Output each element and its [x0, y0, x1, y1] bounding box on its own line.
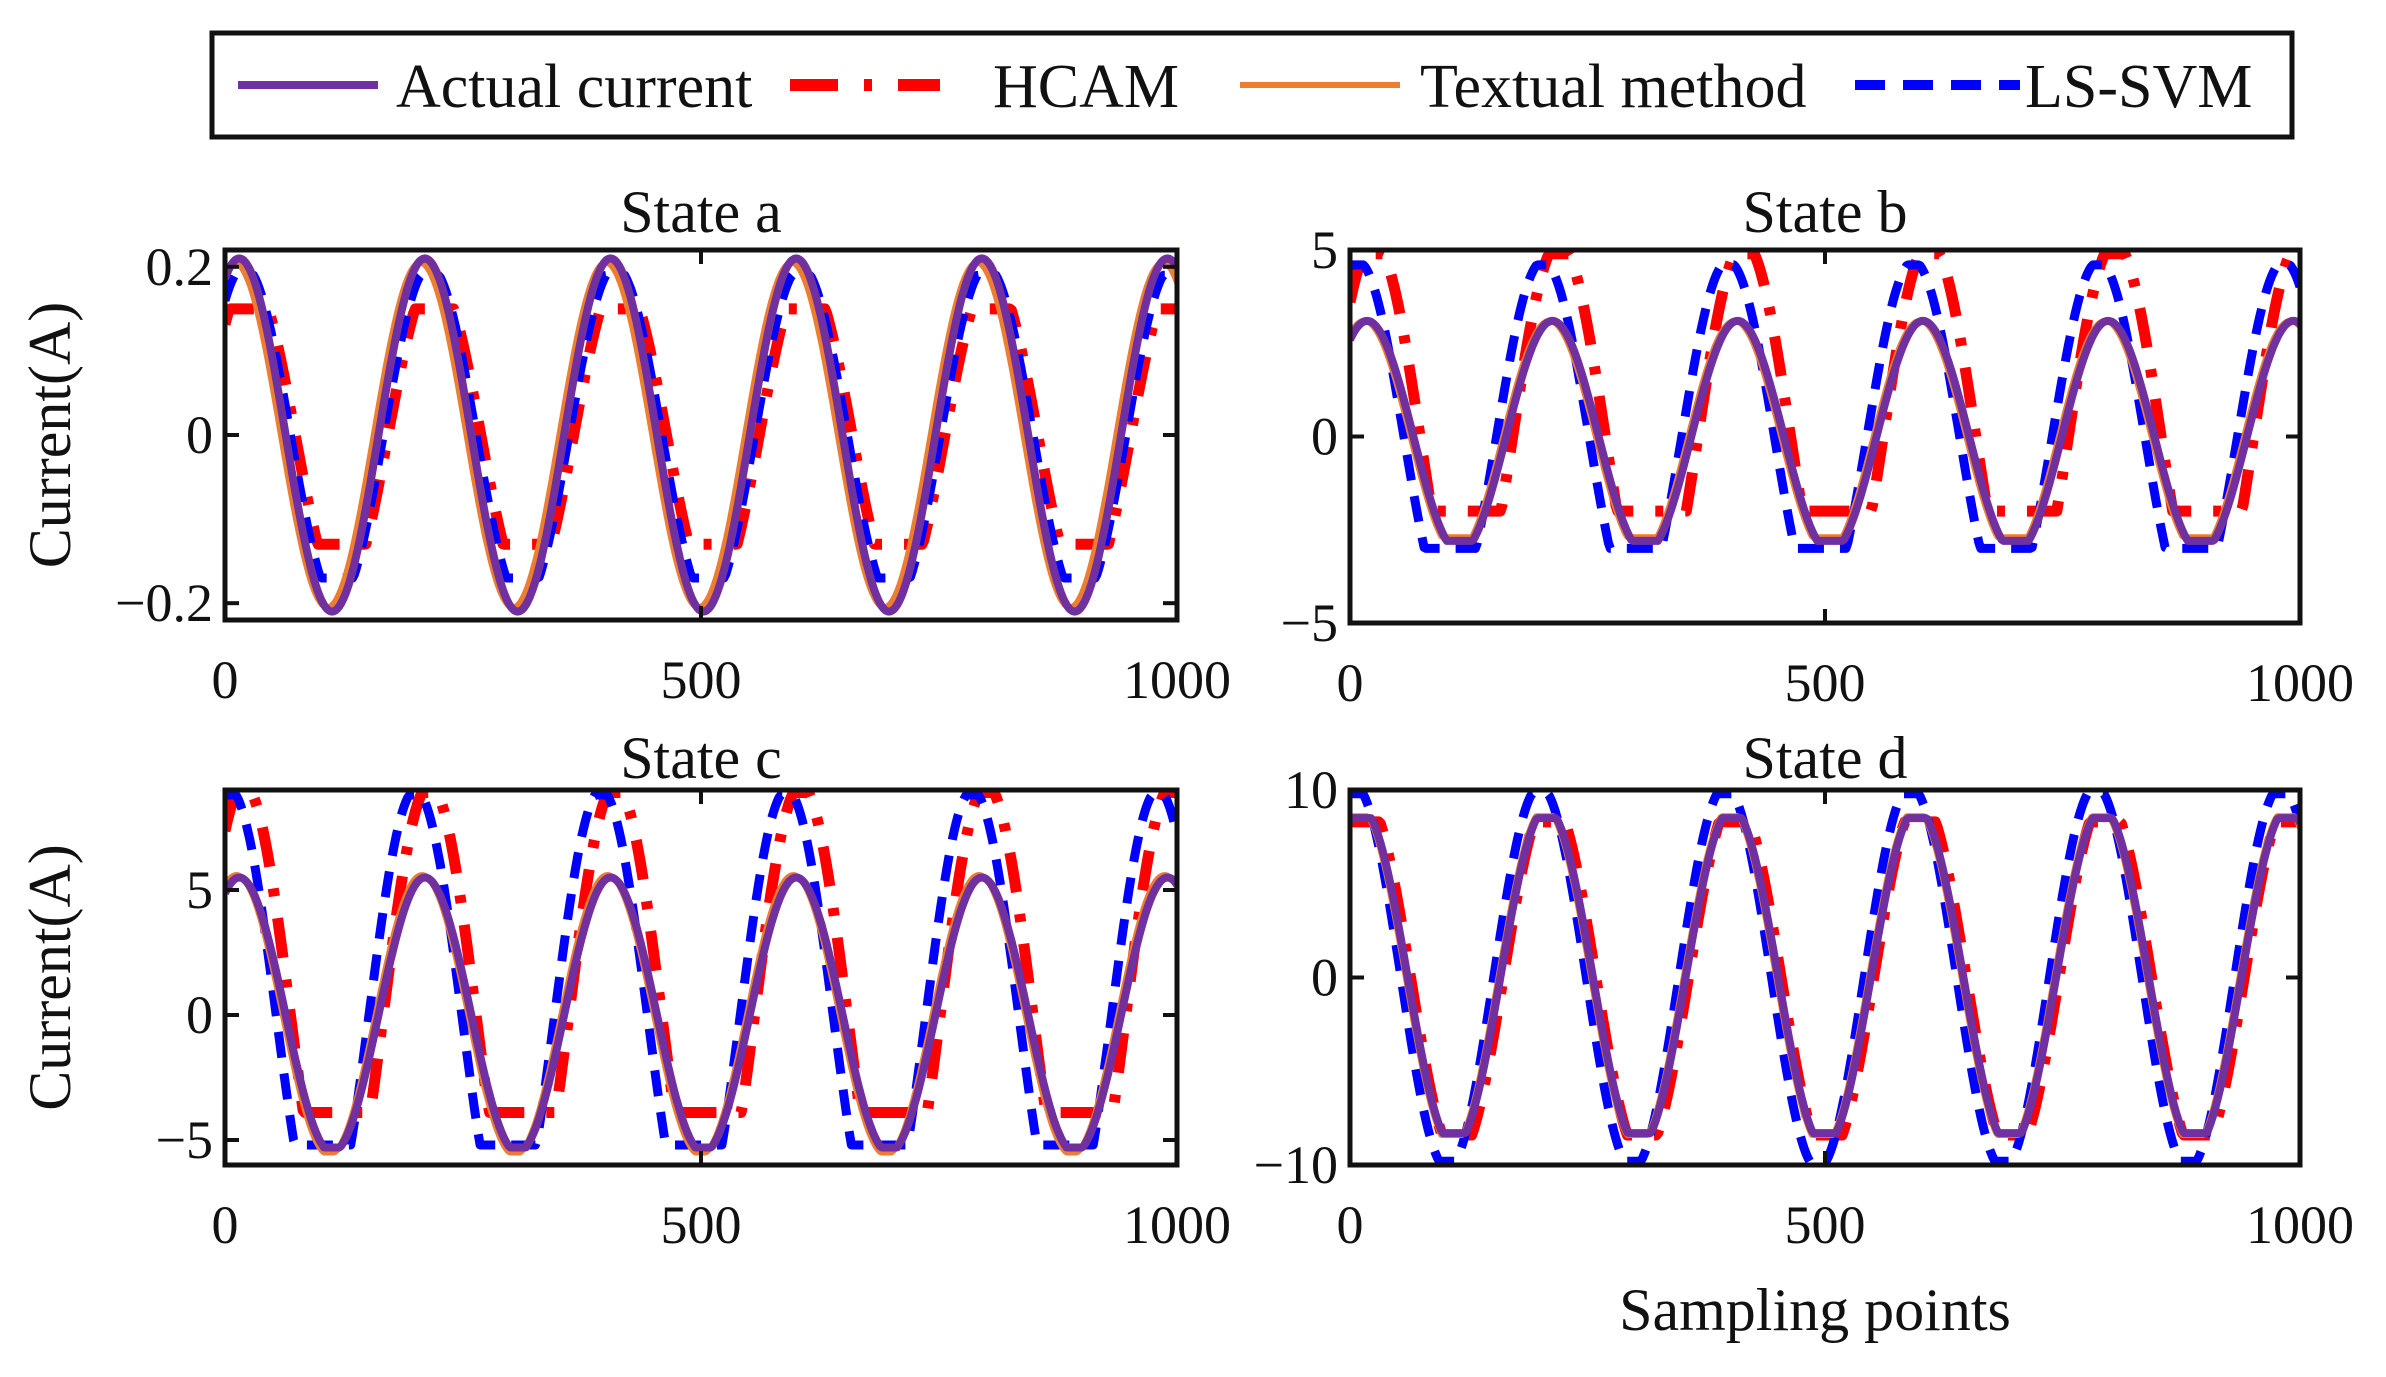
- x-tick-label: 500: [1785, 653, 1866, 713]
- series-ls-svm: [1350, 260, 2300, 553]
- panel-2: State b0 500 1000−505: [1281, 179, 2354, 713]
- legend-label-textual-method: Textual method: [1420, 53, 1807, 121]
- x-tick-label: 1000: [1123, 650, 1231, 710]
- legend-label-ls-svm: LS-SVM: [2025, 53, 2252, 121]
- series-actual-current: [225, 254, 1177, 616]
- y-tick-label: −5: [1281, 593, 1338, 653]
- series-ls-svm: [1350, 790, 2300, 1165]
- series-actual-current: [225, 873, 1177, 1152]
- x-tick-label: 1000: [2246, 653, 2354, 713]
- series-group: [225, 254, 1177, 616]
- series-ls-svm: [225, 270, 1177, 583]
- axes-frame: [222, 247, 1180, 623]
- y-tick-label: 5: [186, 860, 213, 920]
- series-group: [1350, 790, 2300, 1165]
- y-tick-label: 0: [186, 985, 213, 1045]
- series-actual-current: [1350, 316, 2300, 545]
- x-tick-label: 1000: [2246, 1195, 2354, 1255]
- y-tick-label: −10: [1254, 1135, 1338, 1195]
- y-tick-label: 0: [186, 405, 213, 465]
- x-tick-label: 500: [1785, 1195, 1866, 1255]
- x-tick-label: 0: [212, 650, 239, 710]
- y-tick-label: −0.2: [115, 573, 213, 633]
- series-actual-current: [1350, 814, 2300, 1138]
- y-axis-label: Current(A): [17, 302, 83, 569]
- panel-title: State a: [620, 179, 782, 245]
- panel-3: State c 0 500 1000 −5 0 5 Current(A): [17, 725, 1231, 1255]
- x-tick-label: 0: [1337, 653, 1364, 713]
- x-tick-label: 0: [1337, 1195, 1364, 1255]
- panel-title: State d: [1743, 725, 1908, 791]
- y-tick-label: −5: [156, 1110, 213, 1170]
- x-tick-label: 500: [661, 650, 742, 710]
- legend-label-actual-current: Actual current: [396, 53, 752, 121]
- series-group: [1350, 250, 2300, 553]
- legend: Actual current HCAM Textual method LS-SV…: [209, 30, 2295, 140]
- series-hcam: [225, 790, 1177, 1118]
- y-axis-label: Current(A): [17, 844, 83, 1111]
- x-tick-label: 0: [212, 1195, 239, 1255]
- series-textual-method: [225, 259, 1177, 611]
- y-tick-label: 0: [1311, 407, 1338, 467]
- y-tick-label: 0.2: [146, 237, 214, 297]
- panel-title: State b: [1743, 179, 1908, 245]
- series-group: [225, 790, 1177, 1156]
- x-tick-label: 1000: [1123, 1195, 1231, 1255]
- y-tick-label: 5: [1311, 220, 1338, 280]
- panel-title: State c: [620, 725, 782, 791]
- y-tick-label: 0: [1311, 948, 1338, 1008]
- y-tick-label: 10: [1284, 760, 1338, 820]
- x-axis-label: Sampling points: [1619, 1277, 2011, 1343]
- legend-label-hcam: HCAM: [993, 53, 1179, 121]
- panel-1: State a 0 500 1000 −0.2 0 0.2 Current(A): [17, 179, 1231, 710]
- series-hcam: [1350, 250, 2300, 517]
- x-tick-label: 500: [661, 1195, 742, 1255]
